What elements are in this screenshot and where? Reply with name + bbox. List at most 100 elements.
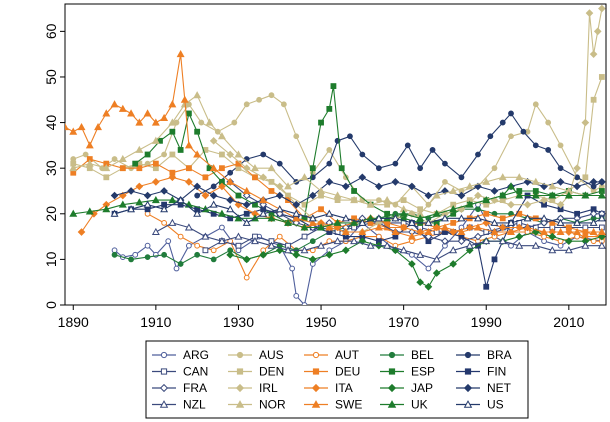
data-point-nor <box>102 164 111 172</box>
data-point-can <box>301 233 308 240</box>
series-us <box>110 195 606 226</box>
data-point-fra <box>457 237 466 245</box>
legend-marker-fin <box>464 368 472 375</box>
data-point-nzl <box>449 246 458 254</box>
data-point-uk <box>465 200 474 208</box>
legend-marker-den <box>236 368 244 375</box>
data-point-bra <box>260 151 267 158</box>
legend-item-den: DEN <box>228 365 284 379</box>
x-tick-label: 1950 <box>305 314 336 330</box>
data-point-aus <box>198 119 205 126</box>
data-point-aus <box>293 133 300 140</box>
data-point-uk <box>399 209 408 217</box>
data-point-bra <box>475 151 481 158</box>
series-line-uk <box>73 185 602 229</box>
data-point-swe <box>374 223 383 231</box>
data-point-uk <box>498 191 507 199</box>
data-point-nzl <box>234 232 243 240</box>
data-point-ita <box>383 219 391 227</box>
data-point-net <box>143 191 152 200</box>
legend-entries: ARG AUS AUT BEL BRA CAN DEN DEU ESP FIN FRA IRL ITA J… <box>152 348 512 412</box>
data-point-bra <box>417 165 424 172</box>
data-point-ita <box>185 178 193 186</box>
data-point-nzl <box>416 250 425 258</box>
data-point-jap <box>515 232 524 241</box>
data-point-nor <box>267 164 276 172</box>
legend-item-swe: SWE <box>304 398 362 412</box>
data-point-uk <box>350 218 359 226</box>
legend-item-net: NET <box>456 381 512 395</box>
data-point-bra <box>194 192 201 199</box>
data-point-swe <box>193 150 202 158</box>
data-point-nor <box>449 186 458 194</box>
data-point-jap <box>308 255 317 264</box>
data-point-bra <box>359 151 366 158</box>
data-point-swe <box>69 127 78 135</box>
data-point-nor <box>531 177 540 185</box>
data-point-irl <box>540 196 548 204</box>
legend-item-jap: JAP <box>380 381 433 395</box>
data-point-aut <box>177 233 184 240</box>
data-point-irl <box>523 200 532 209</box>
legend-label-jap: JAP <box>411 381 433 395</box>
data-point-irl <box>556 200 565 209</box>
data-point-irl <box>507 200 515 209</box>
data-point-swe <box>242 186 251 194</box>
data-point-irl <box>209 136 218 145</box>
data-point-uk <box>507 182 515 190</box>
legend-item-irl: IRL <box>228 381 278 395</box>
data-point-ita <box>118 191 127 200</box>
legend-marker-jap <box>387 383 397 393</box>
data-point-bra <box>429 147 436 153</box>
data-point-uk <box>168 195 177 204</box>
data-point-uk <box>564 191 573 199</box>
data-point-uk <box>102 205 111 213</box>
data-point-us <box>209 200 218 208</box>
data-point-uk <box>317 223 326 231</box>
data-point-bra <box>458 174 465 181</box>
data-point-aus <box>256 96 262 103</box>
data-point-us <box>597 214 606 222</box>
legend-item-uk: UK <box>380 398 428 412</box>
data-point-net <box>457 191 466 200</box>
data-point-jap <box>292 251 301 259</box>
data-point-nzl <box>250 237 259 245</box>
data-point-den <box>590 96 597 103</box>
data-point-irl <box>581 118 590 127</box>
data-point-esp <box>144 151 151 158</box>
data-point-swe <box>589 227 598 236</box>
data-point-nzl <box>300 246 309 254</box>
data-point-uk <box>432 209 441 217</box>
data-point-us <box>474 214 482 222</box>
data-point-nzl <box>317 241 326 249</box>
data-point-jap <box>449 260 458 268</box>
data-point-nzl <box>432 255 441 263</box>
data-point-bra <box>487 133 494 140</box>
legend-label-aus: AUS <box>259 348 284 362</box>
data-point-bra <box>326 160 333 167</box>
data-point-us <box>374 214 383 222</box>
data-point-nor <box>193 91 202 99</box>
data-point-net <box>358 173 367 182</box>
data-point-deu <box>268 188 275 194</box>
data-point-net <box>424 191 433 200</box>
data-point-deu <box>202 174 209 181</box>
legend-label-bel: BEL <box>411 348 434 362</box>
data-point-fra <box>441 237 449 245</box>
legend-marker-us <box>463 400 473 408</box>
data-point-aus <box>545 119 552 126</box>
data-point-arg <box>301 302 308 305</box>
x-tick-label: 1910 <box>140 314 171 330</box>
data-point-nor <box>284 182 292 190</box>
data-point-nzl <box>201 232 210 240</box>
data-point-swe <box>308 218 317 226</box>
data-point-net <box>375 182 383 191</box>
data-point-us <box>589 218 598 226</box>
series-nzl <box>151 218 606 263</box>
data-point-deu <box>152 160 159 167</box>
data-point-nor <box>383 195 392 204</box>
data-point-bra <box>532 142 539 149</box>
data-point-net <box>391 178 400 186</box>
legend-label-deu: DEU <box>335 365 360 379</box>
legend-item-can: CAN <box>152 365 208 379</box>
